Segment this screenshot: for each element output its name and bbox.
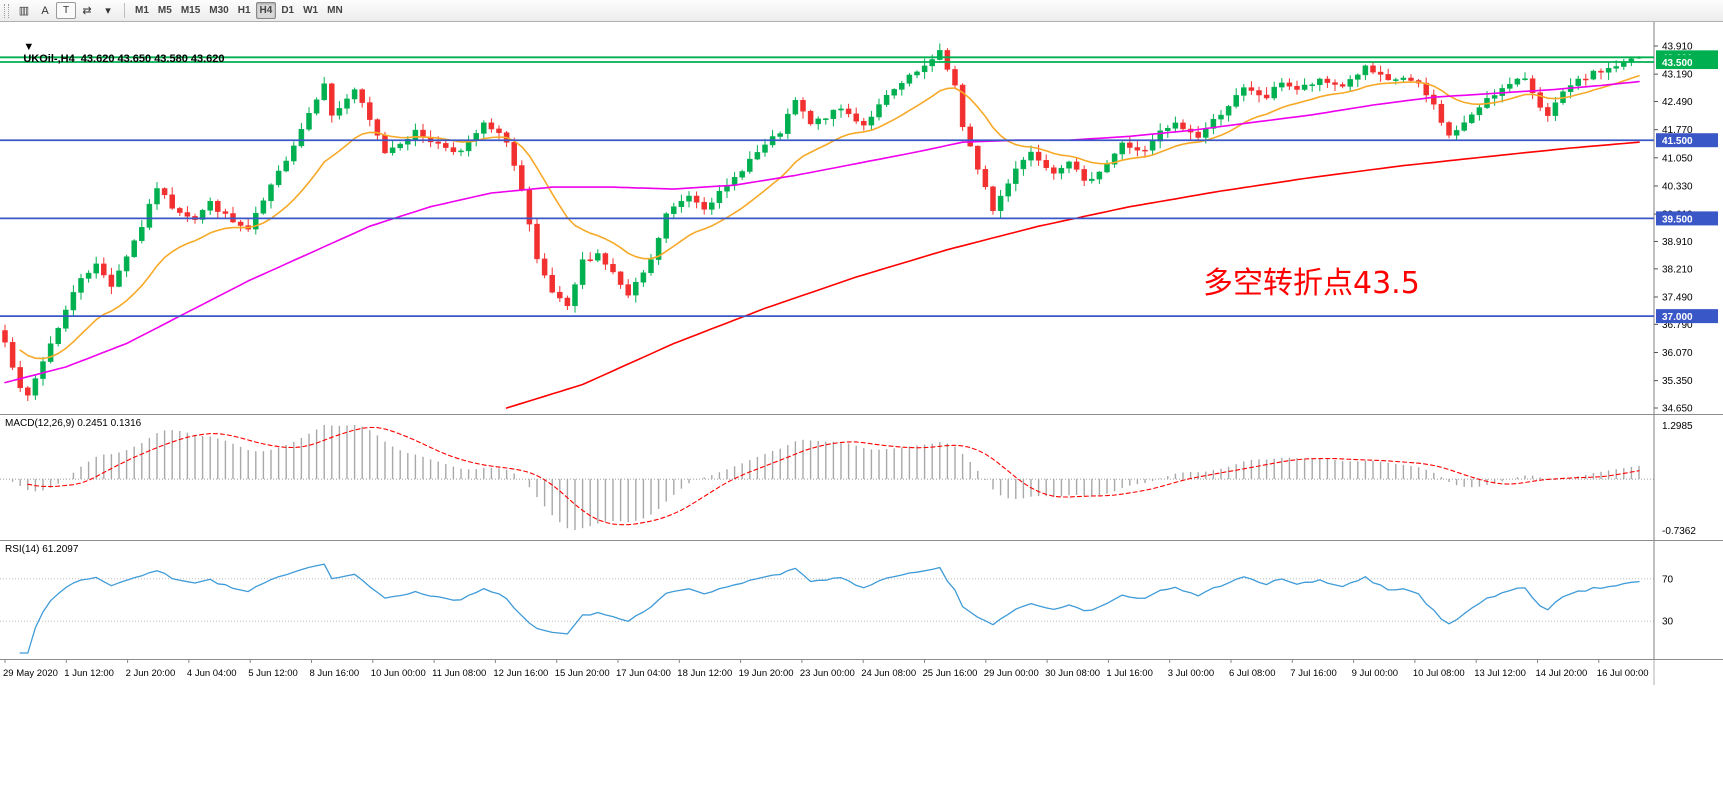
- timeframe-button-M30[interactable]: M30: [209, 5, 229, 16]
- price-tag-label: 37.000: [1662, 312, 1693, 323]
- macd-panel: MACD(12,26,9) 0.2451 0.1316 1.2985 -0.736…: [0, 415, 1723, 541]
- cursor-a-icon[interactable]: A: [41, 4, 49, 17]
- time-axis-label: 10 Jun 00:00: [371, 668, 426, 679]
- time-axis-label: 6 Jul 08:00: [1229, 668, 1275, 679]
- timeframe-button-M5[interactable]: M5: [157, 5, 172, 16]
- chart-collapse-icon[interactable]: ▼: [23, 41, 35, 53]
- timeframe-button-H1[interactable]: H1: [237, 5, 251, 16]
- time-axis-label: 25 Jun 16:00: [923, 668, 978, 679]
- price-axis-label: 36.070: [1662, 348, 1693, 359]
- time-axis-label: 7 Jul 16:00: [1290, 668, 1336, 679]
- macd-axis-bottom-label: -0.7362: [1662, 526, 1696, 537]
- price-tag: [1656, 211, 1718, 226]
- time-axis-label: 23 Jun 00:00: [800, 668, 855, 679]
- time-axis-label: 11 Jun 08:00: [432, 668, 486, 679]
- price-axis-label: 38.210: [1662, 264, 1693, 275]
- macd-histogram: [11, 425, 1640, 530]
- chart-annotation-text[interactable]: 多空转折点43.5: [1203, 266, 1420, 301]
- candles-group: [2, 43, 1642, 401]
- timeframe-button-D1[interactable]: D1: [281, 5, 295, 16]
- rsi-line: [19, 563, 1640, 654]
- price-tag: [1656, 55, 1718, 70]
- price-axis-label: 41.770: [1662, 125, 1693, 136]
- price-axis-label: 37.490: [1662, 292, 1693, 303]
- time-axis[interactable]: 29 May 2020 1 Jun 12:00 2 Jun 20:00 4 Jun 0…: [0, 660, 1723, 685]
- toolbar-tools: ▥ A T ⇄ ▾: [14, 2, 118, 19]
- price-tag-label: 39.500: [1662, 214, 1693, 225]
- time-axis-label: 1 Jun 12:00: [64, 668, 114, 679]
- macd-axis-top-label: 1.2985: [1662, 421, 1693, 432]
- toolbar-grip[interactable]: [4, 3, 9, 18]
- timeframe-button-M15[interactable]: M15: [180, 5, 201, 16]
- time-axis-label: 15 Jun 20:00: [555, 668, 610, 679]
- price-axis-label: 36.790: [1662, 320, 1693, 331]
- time-axis-label: 5 Jun 12:00: [248, 668, 298, 679]
- time-axis-label: 30 Jun 08:00: [1045, 668, 1100, 679]
- macd-chart[interactable]: 1.2985 -0.7362: [0, 415, 1723, 540]
- time-axis-label: 18 Jun 12:00: [677, 668, 732, 679]
- timeframe-button-H4[interactable]: H4: [255, 2, 277, 19]
- main-chart-panel: ▼ UKOil-,H4 43.620 43.650 43.580 43.620 …: [0, 22, 1723, 415]
- time-axis-label: 19 Jun 20:00: [739, 668, 794, 679]
- time-axis-label: 8 Jun 16:00: [310, 668, 360, 679]
- time-axis-label: 13 Jul 12:00: [1474, 668, 1526, 679]
- time-axis-label: 3 Jul 00:00: [1168, 668, 1214, 679]
- time-axis-label: 2 Jun 20:00: [126, 668, 176, 679]
- symbol-ohlc-text: UKOil-,H4 43.620 43.650 43.580 43.620: [23, 53, 225, 65]
- chart-shift-icon[interactable]: ▥: [18, 5, 30, 17]
- timeframe-button-MN[interactable]: MN: [327, 5, 343, 16]
- moving-averages-group: [4, 74, 1640, 409]
- time-axis-label: 29 May 2020: [3, 668, 58, 679]
- price-axis-label: 43.910: [1662, 42, 1693, 53]
- price-axis-label: 38.910: [1662, 237, 1693, 248]
- price-axis-label: 34.650: [1662, 404, 1693, 415]
- toolbar: ▥ A T ⇄ ▾ M1 M5 M15 M30 H1 H4 D1 W1 MN: [0, 0, 1723, 22]
- time-axis-label: 9 Jul 00:00: [1352, 668, 1398, 679]
- macd-axis: 1.2985 -0.7362: [1653, 415, 1696, 540]
- time-axis-label: 29 Jun 00:00: [984, 668, 1039, 679]
- time-axis-label: 14 Jul 20:00: [1536, 668, 1588, 679]
- time-axis-label: 17 Jun 04:00: [616, 668, 671, 679]
- macd-signal-line: [27, 426, 1640, 526]
- price-axis-label: 43.190: [1662, 70, 1693, 81]
- macd-indicator-label: MACD(12,26,9) 0.2451 0.1316: [5, 418, 142, 429]
- window-empty-area: [0, 685, 1723, 793]
- rsi-level-label: 30: [1662, 617, 1674, 628]
- price-tag-label: 43.500: [1662, 58, 1693, 69]
- price-tag-label: 41.500: [1662, 136, 1693, 147]
- time-axis-bar[interactable]: 29 May 2020 1 Jun 12:00 2 Jun 20:00 4 Jun 0…: [0, 660, 1723, 685]
- toolbar-separator: [124, 3, 125, 18]
- price-axis-label: 41.050: [1662, 153, 1693, 164]
- timeframe-button-W1[interactable]: W1: [303, 5, 319, 16]
- time-axis-labels: 29 May 2020 1 Jun 12:00 2 Jun 20:00 4 Jun 0…: [3, 660, 1655, 685]
- time-axis-label: 1 Jul 16:00: [1106, 668, 1152, 679]
- price-axis-label: 42.490: [1662, 97, 1693, 108]
- time-axis-label: 4 Jun 04:00: [187, 668, 237, 679]
- timeframe-toolbar: M1 M5 M15 M30 H1 H4 D1 W1 MN: [131, 2, 347, 19]
- price-axis-label: 35.350: [1662, 376, 1693, 387]
- time-axis-label: 16 Jul 00:00: [1597, 668, 1649, 679]
- price-chart[interactable]: 43.91043.19042.49041.77041.05040.33039.6…: [0, 22, 1723, 414]
- rsi-level-label: 70: [1662, 574, 1674, 585]
- timeframe-button-M1[interactable]: M1: [135, 5, 149, 16]
- chart-symbol-ohlc-label: ▼ UKOil-,H4 43.620 43.650 43.580 43.620: [5, 29, 225, 77]
- dropdown-icon[interactable]: ▾: [105, 5, 111, 17]
- rsi-indicator-label: RSI(14) 61.2097: [5, 544, 79, 555]
- text-tool-icon[interactable]: T: [56, 2, 76, 19]
- time-axis-label: 10 Jul 08:00: [1413, 668, 1465, 679]
- price-axis-label: 40.330: [1662, 181, 1693, 192]
- rsi-panel: RSI(14) 61.2097 70 30: [0, 541, 1723, 660]
- rsi-chart[interactable]: 70 30: [0, 541, 1723, 659]
- time-axis-label: 12 Jun 16:00: [493, 668, 548, 679]
- time-axis-label: 24 Jun 08:00: [861, 668, 916, 679]
- rsi-levels: 70 30: [0, 574, 1674, 628]
- price-tag: [1656, 309, 1718, 324]
- scale-toggle-icon[interactable]: ⇄: [82, 5, 92, 17]
- price-tag: [1656, 133, 1718, 148]
